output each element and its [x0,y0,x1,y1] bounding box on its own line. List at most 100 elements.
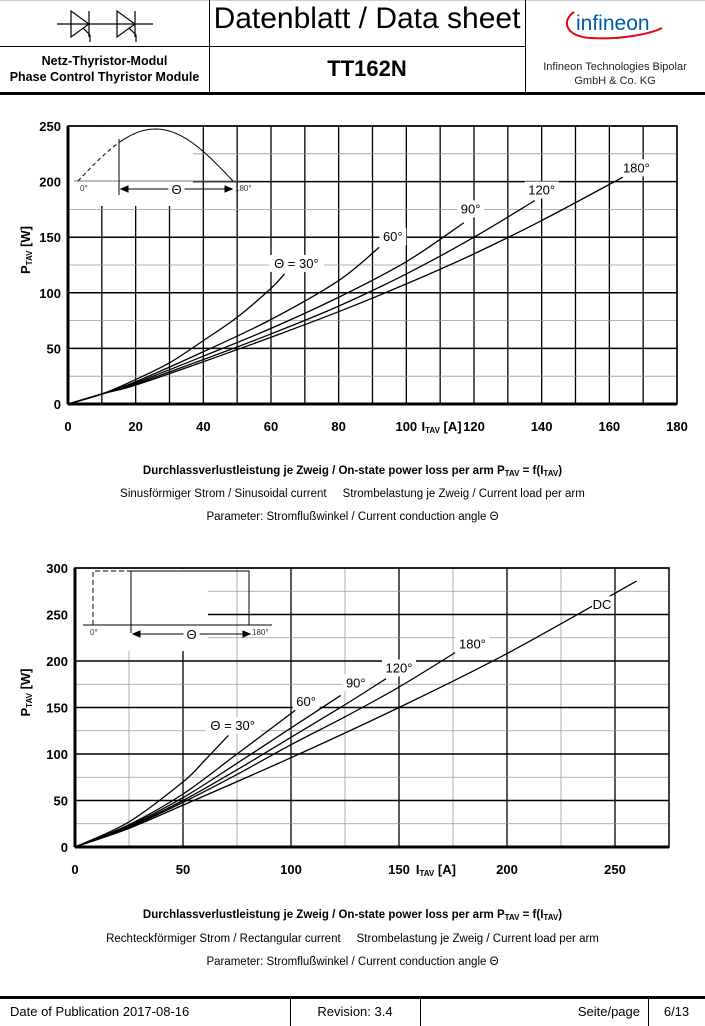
x-tick-label: 250 [604,862,626,877]
series-curve-4 [67,176,624,405]
x-tick-label: 150 [388,862,410,877]
series-label: 60° [296,694,316,709]
y-tick-label: 200 [39,175,61,190]
inset-waveform [74,128,240,195]
y-tick-label: 100 [39,286,61,301]
x-tick-label: 140 [531,419,553,434]
series-label: Θ = 30° [210,718,255,733]
page-number: 6/13 [663,1004,690,1019]
y-tick-label: 150 [46,701,68,716]
chart2-caption-title: Durchlassverlustleistung je Zweig / On-s… [142,909,563,922]
x-tick-label: 100 [280,862,302,877]
inset-angle-label: Θ [186,627,196,642]
footer-divider [420,999,421,1026]
series-label-bg [524,181,559,199]
inset-solid-pulse [130,570,250,633]
subtitle-german: Netz-Thyristor-Modul [41,54,168,68]
inset-angle-label: Θ [171,182,181,197]
series-label-bg [382,659,416,677]
series-curve-3 [67,199,536,405]
header-bottom-rule [0,92,705,95]
x-tick-label: 50 [176,862,190,877]
chart-1: 0° 180° Θ 0 20 40 60 80 100 120 140 160 180 0 50 100 150… [18,119,688,435]
series-label-bg [205,717,261,735]
x-axis-label: ITAV [A] [416,862,456,878]
company-line-2: GmbH & Co. KG [574,75,656,87]
chart1-caption-parameter: Parameter: Stromflußwinkel / Current con… [206,511,499,523]
series-curve-1 [67,246,380,405]
y-axis-label: PTAV [W] [18,668,34,716]
x-tick-label: 0 [64,419,71,434]
chart-2: 0° 180° Θ 0 50 100 150 200 250 0 50 100 150 200 250 300… [18,561,670,878]
arrowhead-right-icon [224,185,234,193]
series-label: 120° [386,660,413,675]
footer-divider [290,999,291,1026]
series-label: 120° [528,182,555,197]
chart2-caption-parameter: Parameter: Stromflußwinkel / Current con… [206,956,499,968]
header-top-border [0,0,705,1]
arrowhead-left-icon [119,185,129,193]
chart1-caption-conditions: Sinusförmiger Strom / Sinusoidal current… [120,488,585,500]
inset-dashed-pulse [92,570,131,625]
y-axis-label: PTAV [W] [18,226,34,274]
inset-start-label: 0° [80,184,88,193]
y-tick-label: 250 [46,608,68,623]
series-curve-2 [74,694,342,848]
infineon-logo: infineon [565,11,663,40]
y-tick-label: 0 [61,840,68,855]
y-tick-label: 150 [39,230,61,245]
x-tick-label: 120 [463,419,485,434]
inset-label-bg [168,182,185,196]
inset-solid-wave [119,128,234,182]
part-number: TT162N [327,56,407,81]
series-label: Θ = 30° [274,256,319,271]
inset-end-label: 180° [252,628,269,637]
series-label-bg [268,254,324,272]
footer-rule [0,996,705,999]
series-label-bg [457,200,485,218]
series-curve-5 [74,580,637,848]
subtitle-english: Phase Control Thyristor Module [9,70,200,84]
series-label-bg [592,596,613,614]
inset-dashed-wave [77,143,118,182]
y-tick-label: 200 [46,654,68,669]
series-label-bg [619,159,654,177]
y-tick-label: 300 [46,561,68,576]
header-row-divider [0,46,525,47]
inset-label-bg [183,627,200,641]
y-tick-label: 250 [39,119,61,134]
series-curve-2 [67,222,465,405]
logo-text: infineon [576,12,650,35]
series-label: DC [593,597,612,612]
company-name: Infineon Technologies Bipolar GmbH & Co.… [525,60,705,88]
y-tick-label: 100 [46,747,68,762]
x-tick-label: 160 [598,419,620,434]
series-curve-4 [74,652,456,848]
series-label-bg [342,674,370,692]
x-axis-label: ITAV [A] [421,419,461,435]
publication-date: Date of Publication 2017-08-16 [10,1004,190,1019]
x-tick-label: 40 [196,419,210,434]
x-tick-label: 0 [71,862,78,877]
x-tick-label: 100 [395,419,417,434]
x-tick-label: 20 [128,419,142,434]
revision: Revision: 3.4 [317,1004,393,1019]
series-label: 180° [623,160,650,175]
page-label: Seite/page [577,1004,640,1019]
chart1-caption-title: Durchlassverlustleistung je Zweig / On-s… [142,465,563,478]
x-tick-label: 80 [331,419,345,434]
inset-start-label: 0° [90,628,98,637]
company-line-1: Infineon Technologies Bipolar [543,61,687,73]
arrowhead-right-icon [242,630,252,638]
series-label: 60° [383,229,403,244]
header-divider [525,0,526,93]
product-subtitle: Netz-Thyristor-Modul Phase Control Thyri… [0,53,209,85]
series-label-bg [379,228,407,246]
x-tick-label: 60 [264,419,278,434]
series-curve-3 [74,678,387,848]
series-curve-0 [74,734,229,848]
footer-divider [648,999,649,1026]
y-tick-label: 50 [47,341,61,356]
series-label: 90° [346,675,366,690]
chart2-caption-conditions: Rechteckförmiger Strom / Rectangular cur… [106,933,599,945]
